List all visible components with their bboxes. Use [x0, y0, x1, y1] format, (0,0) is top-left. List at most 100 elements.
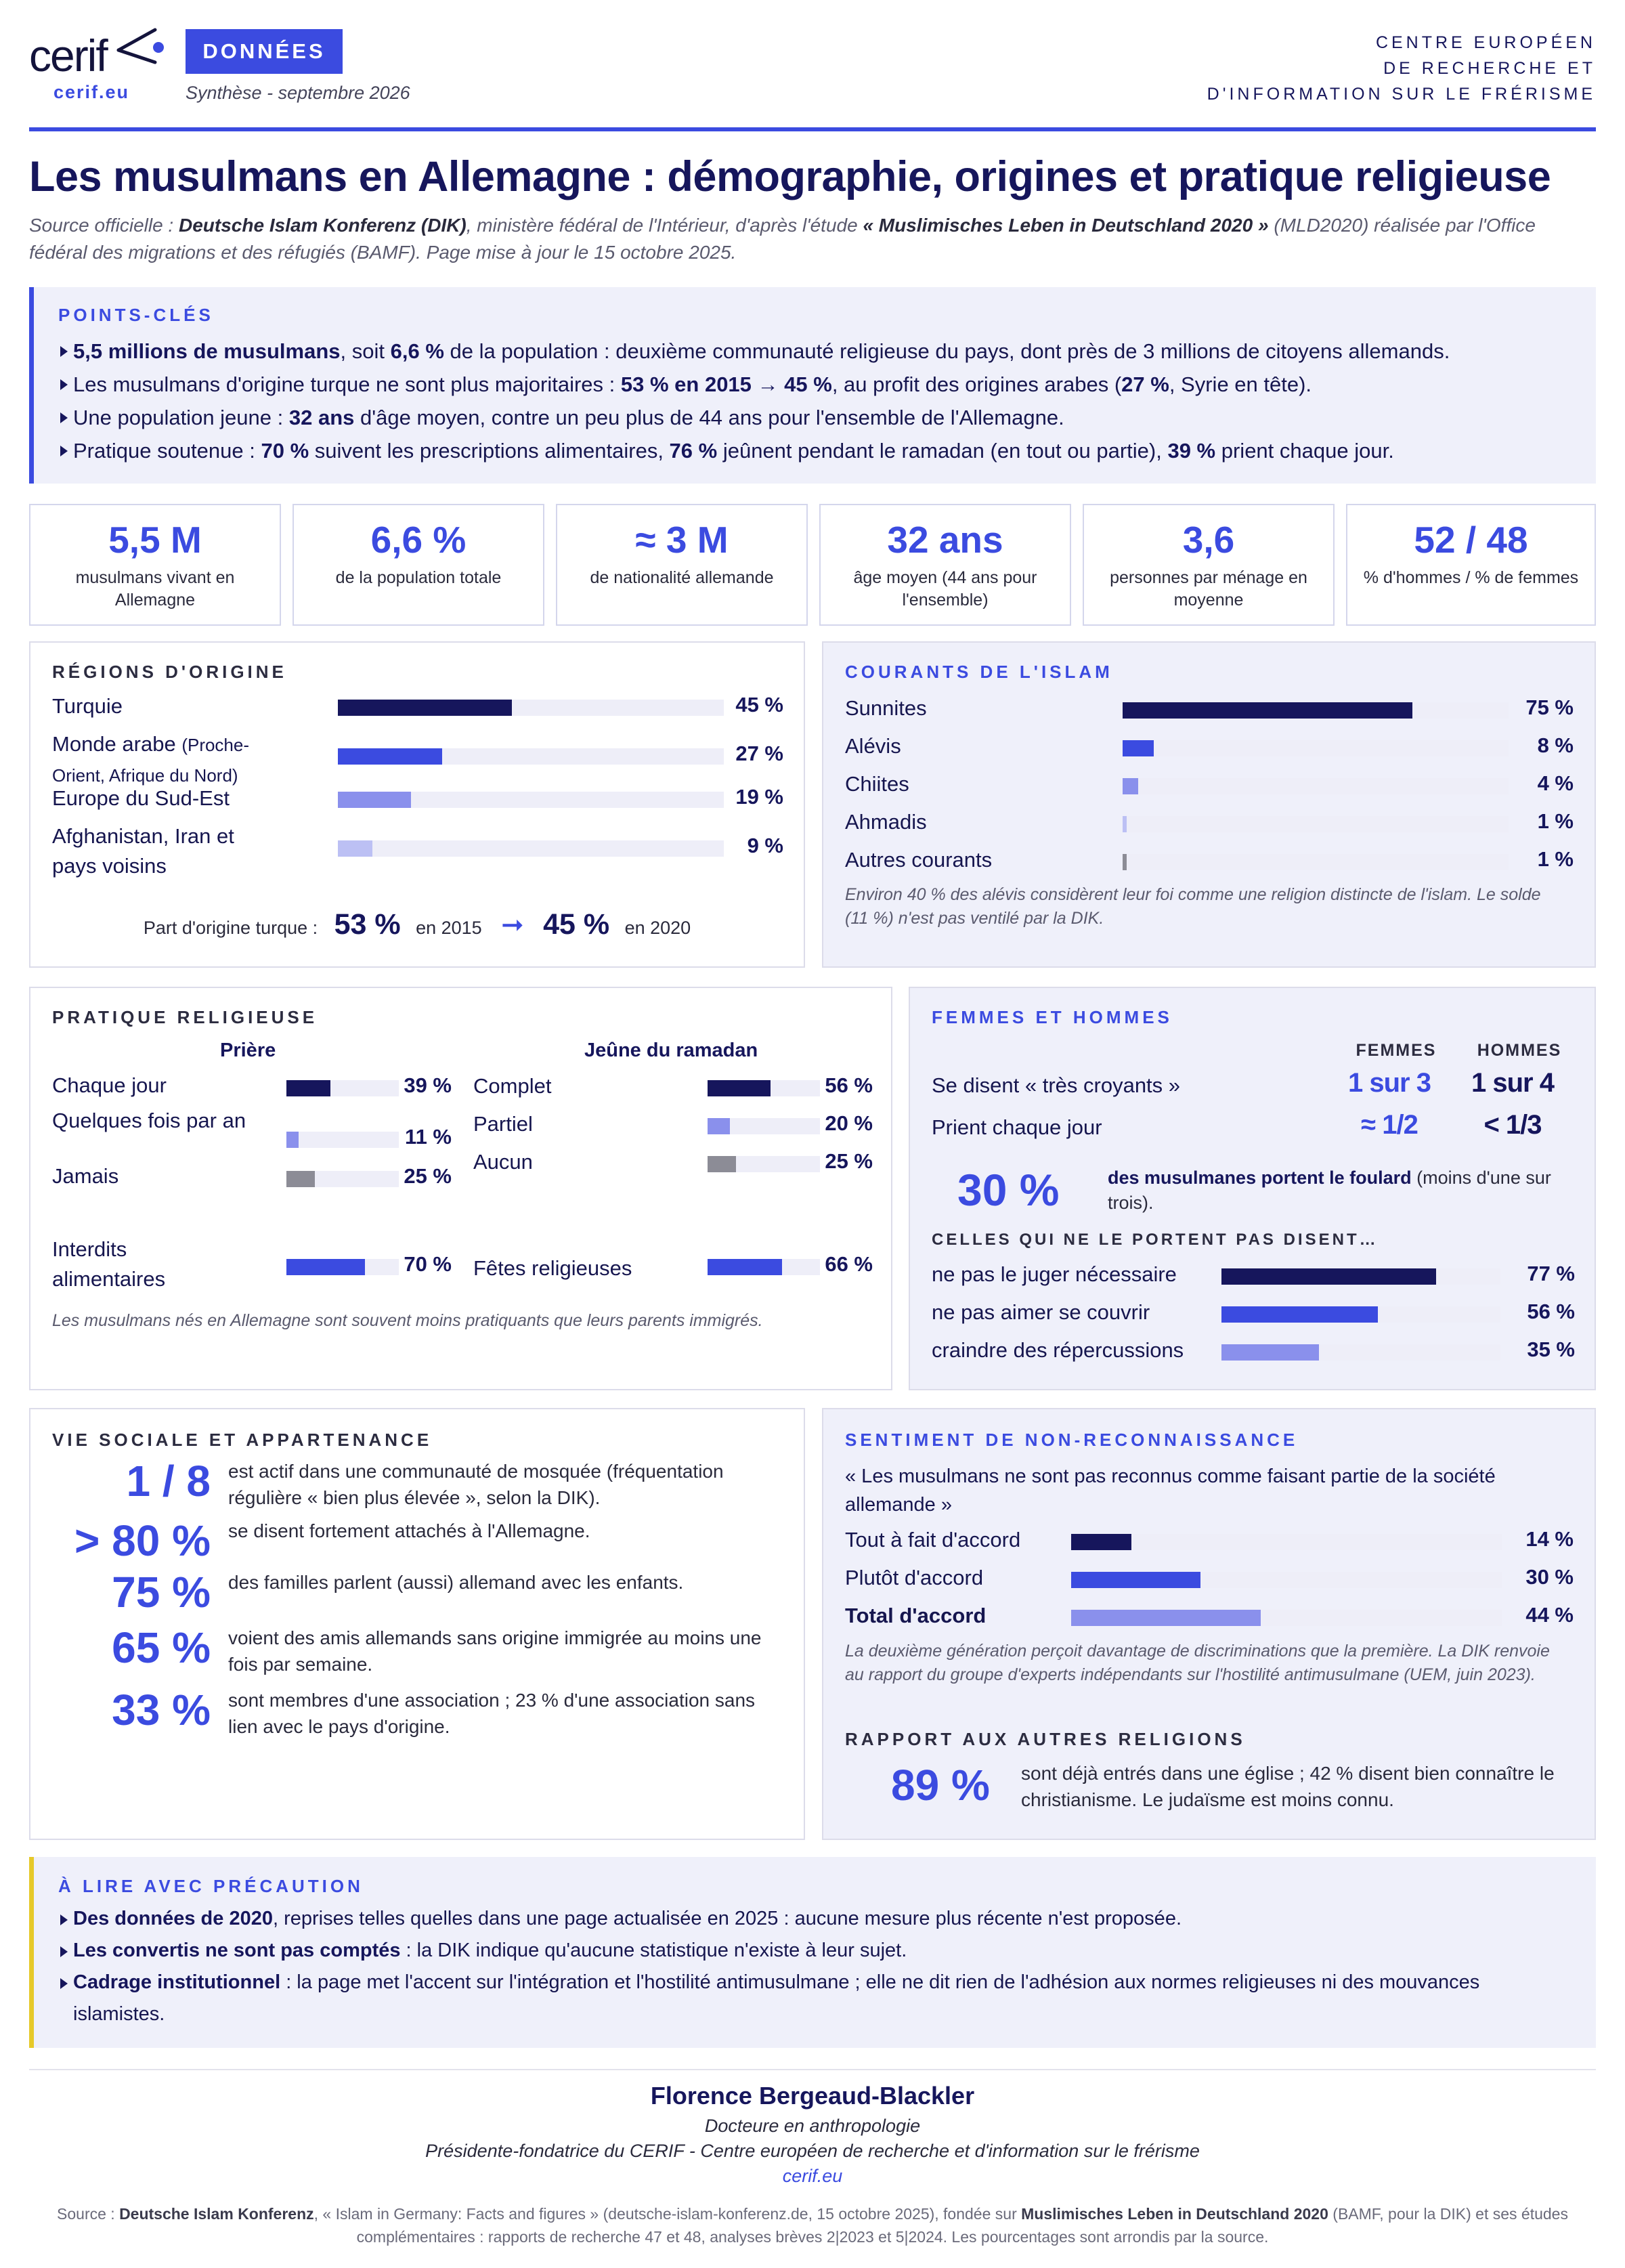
footer-divider	[29, 2069, 1596, 2070]
practice-title: PRATIQUE RELIGIEUSE	[52, 1007, 318, 1027]
social-value: > 80 %	[74, 1516, 211, 1565]
bar-fill	[286, 1171, 315, 1187]
bar-track	[286, 1132, 399, 1148]
bar-value: 75 %	[1525, 696, 1574, 719]
author-block: Florence Bergeaud-Blackler Docteure en a…	[0, 2082, 1625, 2187]
bar-track	[1123, 778, 1509, 794]
gender-title: FEMMES ET HOMMES	[932, 1007, 1173, 1027]
bar-value: 56 %	[825, 1073, 873, 1097]
bar-track	[1123, 740, 1509, 756]
stat-value: 52 / 48	[1414, 519, 1528, 561]
source-note: Source : Deutsche Islam Konferenz, « Isl…	[57, 2205, 1568, 2246]
bar-row: Turquie 45 %	[52, 691, 783, 725]
social-title: VIE SOCIALE ET APPARTENANCE	[52, 1430, 433, 1450]
bar-fill	[1071, 1572, 1200, 1588]
bar-label: Chaque jour	[52, 1073, 167, 1097]
bar-value: 9 %	[747, 834, 783, 857]
food-bar: Interdits alimentaires 70 %	[52, 1235, 452, 1302]
bar-row: Europe du Sud-Est 19 %	[52, 784, 783, 817]
bar-row: Plutôt d'accord 30 %	[845, 1562, 1574, 1596]
bullet-item: Pratique soutenue : 70 % suivent les pre…	[58, 434, 1575, 467]
bar-row: Monde arabe (Proche-Orient, Afrique du N…	[52, 729, 783, 786]
bar-value: 20 %	[825, 1111, 873, 1135]
bar-value: 27 %	[735, 742, 783, 765]
bar-fill	[1071, 1534, 1132, 1550]
bar-label: Quelques fois par an	[52, 1109, 246, 1132]
currents-bars: Sunnites 75 % Alévis 8 % Chiites 4 % Ahmadis 1 …	[845, 693, 1574, 889]
bar-value: 25 %	[825, 1149, 873, 1173]
bar-row: Chaque jour 39 %	[52, 1071, 452, 1105]
headscarf-text: des musulmanes portent le foulard (moins…	[1108, 1168, 1551, 1213]
key-points-list: 5,5 millions de musulmans, soit 6,6 % de…	[58, 335, 1575, 467]
turkish-share-label: Part d'origine turque :	[143, 918, 318, 938]
bar-label: ne pas aimer se couvrir	[932, 1300, 1150, 1324]
bar-track	[1221, 1344, 1500, 1361]
bar-label: Turquie	[52, 694, 123, 718]
org-line: D'INFORMATION SUR LE FRÉRISME	[1207, 85, 1596, 104]
bar-label: Tout à fait d'accord	[845, 1528, 1021, 1552]
social-list: 1 / 8 est actif dans une communauté de mo…	[30, 1458, 806, 1824]
stat-card-muslims: 5,5 M musulmans vivant en Allemagne	[29, 504, 281, 626]
stat-card-share: 6,6 % de la population totale	[292, 504, 544, 626]
bar-row: craindre des répercussions 35 %	[932, 1335, 1575, 1369]
bar-label: Ahmadis	[845, 810, 927, 834]
stat-label: âge moyen (44 ans pour l'ensemble)	[853, 568, 1037, 609]
bar-fill	[1221, 1268, 1437, 1285]
cerif-logo[interactable]: cerif cerif.eu	[29, 26, 165, 102]
bar-fill	[1221, 1306, 1378, 1323]
recognition-bars: Tout à fait d'accord 14 % Plutôt d'accord 3…	[845, 1524, 1574, 1646]
recognition-title: SENTIMENT DE NON-RECONNAISSANCE	[845, 1430, 1299, 1450]
year-2015: en 2015	[416, 918, 482, 938]
bar-value: 25 %	[404, 1164, 452, 1188]
social-text: se disent fortement attachés à l'Allemag…	[228, 1520, 590, 1541]
bar-value: 44 %	[1525, 1603, 1574, 1627]
social-item: 1 / 8 est actif dans une communauté de mo…	[30, 1458, 806, 1512]
bar-label: Complet	[473, 1074, 552, 1098]
recognition-card: SENTIMENT DE NON-RECONNAISSANCE « Les mu…	[822, 1408, 1596, 1840]
page-header: cerif cerif.eu DONNÉES Synthèse - septem…	[29, 26, 1596, 131]
bar-value: 77 %	[1527, 1262, 1575, 1285]
caution-title: À LIRE AVEC PRÉCAUTION	[58, 1876, 364, 1896]
stat-label: musulmans vivant en Allemagne	[75, 568, 235, 609]
bar-label: Autres courants	[845, 848, 993, 872]
bar-row: Complet 56 %	[473, 1071, 873, 1105]
author-position: Présidente-fondatrice du CERIF - Centre …	[425, 2141, 1200, 2161]
bar-value: 11 %	[405, 1125, 452, 1149]
bar-row: Autres courants 1 %	[845, 844, 1574, 878]
bar-value: 45 %	[735, 693, 783, 716]
column-women: FEMMES	[1356, 1041, 1437, 1060]
fast-heading: Jeûne du ramadan	[584, 1040, 758, 1061]
men-value: < 1/3	[1483, 1110, 1542, 1140]
stat-label: % d'hommes / % de femmes	[1363, 568, 1579, 587]
bar-value: 35 %	[1527, 1338, 1575, 1361]
author-url[interactable]: cerif.eu	[782, 2166, 843, 2186]
bar-label: Plutôt d'accord	[845, 1566, 984, 1589]
bar-track	[1071, 1534, 1502, 1550]
stat-card-citizens: ≈ 3 M de nationalité allemande	[556, 504, 808, 626]
bar-label: Sunnites	[845, 696, 927, 720]
currents-note: Environ 40 % des alévis considèrent leur…	[845, 885, 1541, 928]
regions-bars: Turquie 45 % Monde arabe (Proche-Orient, A…	[52, 691, 783, 895]
bar-value: 4 %	[1537, 771, 1574, 795]
social-item: 75 % des familles parlent (aussi) alleman…	[30, 1569, 806, 1623]
bar-track	[708, 1156, 820, 1172]
bar-track	[338, 700, 724, 716]
social-text: est actif dans une communauté de mosquée…	[228, 1461, 724, 1508]
stat-label: personnes par ménage en moyenne	[1110, 568, 1307, 609]
bar-fill	[338, 748, 442, 765]
bar-fill	[286, 1132, 299, 1148]
turkish-share-2020: 45 %	[543, 908, 610, 941]
bar-fill	[708, 1259, 782, 1275]
stat-label: de la population totale	[335, 568, 502, 587]
currents-title: COURANTS DE L'ISLAM	[845, 662, 1113, 682]
bar-value: 56 %	[1527, 1300, 1575, 1323]
arrow-right-icon: ➞	[501, 910, 524, 940]
bar-track	[708, 1118, 820, 1134]
logo-url[interactable]: cerif.eu	[53, 82, 130, 102]
bar-row: Aucun 25 %	[473, 1147, 873, 1180]
bar-row: Tout à fait d'accord 14 %	[845, 1524, 1574, 1558]
men-value: 1 sur 4	[1471, 1068, 1555, 1098]
bar-label: Chiites	[845, 772, 909, 796]
key-points-panel: POINTS-CLÉS 5,5 millions de musulmans, s…	[29, 287, 1596, 484]
prayer-bars: Chaque jour 39 % Quelques fois par an 11 % J…	[52, 1071, 452, 1274]
